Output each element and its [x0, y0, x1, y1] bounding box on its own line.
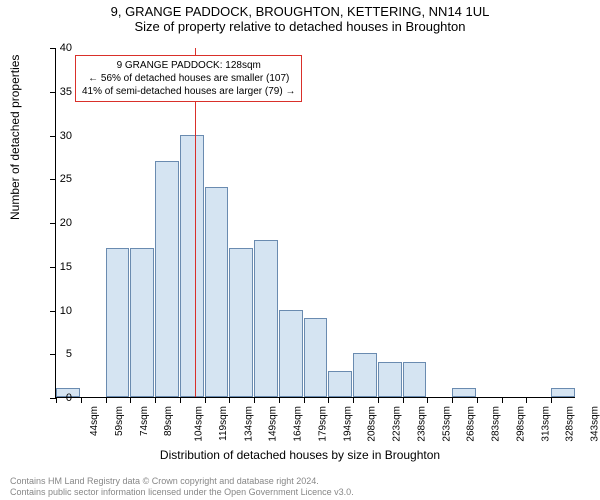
x-tick-label: 223sqm: [392, 406, 403, 442]
title-line-1: 9, GRANGE PADDOCK, BROUGHTON, KETTERING,…: [0, 4, 600, 19]
histogram-bar: [551, 388, 575, 397]
histogram-bar: [353, 353, 377, 397]
x-tick-label: 343sqm: [590, 406, 600, 442]
x-tick-label: 238sqm: [416, 406, 427, 442]
x-axis-label: Distribution of detached houses by size …: [0, 448, 600, 462]
chart-container: 9, GRANGE PADDOCK, BROUGHTON, KETTERING,…: [0, 0, 600, 500]
x-tick: [155, 397, 156, 403]
y-tick-label: 25: [52, 173, 72, 185]
x-tick-label: 194sqm: [342, 406, 353, 442]
x-tick: [403, 397, 404, 403]
x-tick-label: 164sqm: [293, 406, 304, 442]
x-tick-label: 283sqm: [491, 406, 502, 442]
x-tick-label: 104sqm: [194, 406, 205, 442]
x-tick: [328, 397, 329, 403]
x-tick: [180, 397, 181, 403]
x-tick: [229, 397, 230, 403]
x-tick: [279, 397, 280, 403]
histogram-bar: [130, 248, 154, 397]
y-axis-label: Number of detached properties: [8, 55, 22, 220]
x-tick: [427, 397, 428, 403]
histogram-bar: [378, 362, 402, 397]
x-tick: [205, 397, 206, 403]
footer-attribution: Contains HM Land Registry data © Crown c…: [10, 476, 354, 498]
y-tick-label: 20: [52, 217, 72, 229]
x-tick-label: 179sqm: [317, 406, 328, 442]
x-tick-label: 74sqm: [139, 406, 150, 436]
x-tick: [254, 397, 255, 403]
histogram-bar: [304, 318, 328, 397]
histogram-bar: [229, 248, 253, 397]
y-tick-label: 15: [52, 261, 72, 273]
histogram-bar: [155, 161, 179, 397]
footer-line-1: Contains HM Land Registry data © Crown c…: [10, 476, 354, 487]
histogram-bar: [403, 362, 427, 397]
footer-line-2: Contains public sector information licen…: [10, 487, 354, 498]
y-tick-label: 30: [52, 130, 72, 142]
title-line-2: Size of property relative to detached ho…: [0, 19, 600, 34]
histogram-bar: [180, 135, 204, 398]
x-tick: [551, 397, 552, 403]
annotation-box: 9 GRANGE PADDOCK: 128sqm ← 56% of detach…: [75, 55, 302, 102]
annotation-line-2: ← 56% of detached houses are smaller (10…: [82, 72, 295, 85]
x-tick-label: 208sqm: [367, 406, 378, 442]
annotation-line-3: 41% of semi-detached houses are larger (…: [82, 85, 295, 98]
y-tick-label: 40: [52, 42, 72, 54]
title-block: 9, GRANGE PADDOCK, BROUGHTON, KETTERING,…: [0, 0, 600, 34]
histogram-bar: [279, 310, 303, 398]
histogram-bar: [254, 240, 278, 398]
x-tick-label: 253sqm: [441, 406, 452, 442]
x-tick-label: 119sqm: [218, 406, 229, 441]
histogram-bar: [205, 187, 229, 397]
x-tick-label: 59sqm: [114, 406, 125, 436]
y-tick-label: 10: [52, 305, 72, 317]
x-tick-label: 44sqm: [89, 406, 100, 436]
x-tick-label: 134sqm: [243, 406, 254, 442]
x-tick: [353, 397, 354, 403]
x-tick: [378, 397, 379, 403]
y-tick-label: 5: [52, 348, 72, 360]
y-tick-label: 35: [52, 86, 72, 98]
y-tick-label: 0: [52, 392, 72, 404]
histogram-bar: [452, 388, 476, 397]
x-tick: [130, 397, 131, 403]
x-tick: [81, 397, 82, 403]
histogram-bar: [328, 371, 352, 397]
x-tick-label: 313sqm: [540, 406, 551, 442]
x-tick: [106, 397, 107, 403]
x-tick-label: 298sqm: [516, 406, 527, 442]
x-tick: [452, 397, 453, 403]
x-tick: [477, 397, 478, 403]
annotation-line-1: 9 GRANGE PADDOCK: 128sqm: [82, 59, 295, 72]
x-tick-label: 328sqm: [565, 406, 576, 442]
x-tick-label: 149sqm: [268, 406, 279, 442]
x-tick-label: 89sqm: [163, 406, 174, 436]
histogram-bar: [106, 248, 130, 397]
x-tick: [304, 397, 305, 403]
x-tick: [502, 397, 503, 403]
x-tick-label: 268sqm: [466, 406, 477, 442]
x-tick: [526, 397, 527, 403]
